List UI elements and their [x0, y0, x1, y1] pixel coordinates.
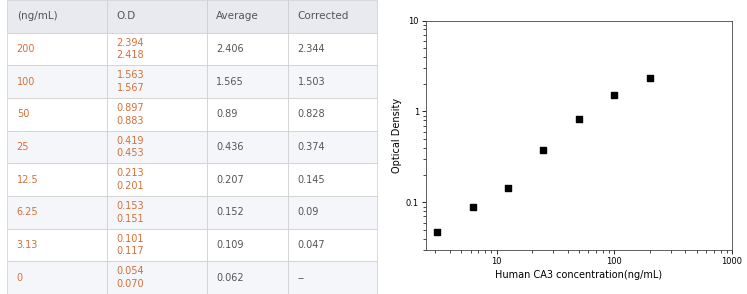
Bar: [288, 65, 377, 98]
Bar: [7, 65, 108, 98]
Bar: [7, 261, 108, 294]
X-axis label: Human CA3 concentration(ng/mL): Human CA3 concentration(ng/mL): [495, 270, 663, 280]
Bar: [7, 0, 108, 33]
Text: 1.565: 1.565: [217, 77, 244, 87]
Bar: [207, 261, 288, 294]
Text: 1.563
1.567: 1.563 1.567: [117, 71, 144, 93]
Text: 2.394
2.418: 2.394 2.418: [117, 38, 144, 60]
Point: [431, 230, 443, 235]
Text: 0.213
0.201: 0.213 0.201: [117, 168, 144, 191]
Bar: [207, 229, 288, 261]
Bar: [288, 261, 377, 294]
Text: 0.054
0.070: 0.054 0.070: [117, 266, 144, 289]
Bar: [207, 0, 288, 33]
Text: 0.09: 0.09: [298, 207, 319, 217]
Text: 0.89: 0.89: [217, 109, 238, 119]
Text: 0.047: 0.047: [298, 240, 326, 250]
Bar: [7, 131, 108, 163]
Bar: [108, 98, 207, 131]
Text: --: --: [298, 273, 305, 283]
Bar: [288, 98, 377, 131]
Text: 0.153
0.151: 0.153 0.151: [117, 201, 144, 223]
Bar: [108, 0, 207, 33]
Bar: [288, 196, 377, 229]
Text: 0.897
0.883: 0.897 0.883: [117, 103, 144, 126]
Bar: [108, 261, 207, 294]
Bar: [207, 33, 288, 65]
Text: 25: 25: [16, 142, 29, 152]
Point: [608, 93, 620, 98]
Text: 6.25: 6.25: [16, 207, 38, 217]
Bar: [108, 65, 207, 98]
Text: Average: Average: [217, 11, 259, 21]
Bar: [288, 163, 377, 196]
Bar: [207, 131, 288, 163]
Text: 0.101
0.117: 0.101 0.117: [117, 234, 144, 256]
Bar: [207, 163, 288, 196]
Bar: [108, 131, 207, 163]
Text: 0.062: 0.062: [217, 273, 244, 283]
Bar: [7, 229, 108, 261]
Text: (ng/mL): (ng/mL): [16, 11, 58, 21]
Point: [644, 76, 656, 80]
Text: 0.828: 0.828: [298, 109, 326, 119]
Text: 0.419
0.453: 0.419 0.453: [117, 136, 144, 158]
Bar: [207, 98, 288, 131]
Bar: [7, 33, 108, 65]
Text: O.D: O.D: [117, 11, 136, 21]
Text: 0.374: 0.374: [298, 142, 326, 152]
Bar: [288, 131, 377, 163]
Text: 0: 0: [16, 273, 23, 283]
Bar: [108, 33, 207, 65]
Bar: [288, 33, 377, 65]
Text: 2.344: 2.344: [298, 44, 326, 54]
Bar: [108, 196, 207, 229]
Text: 0.109: 0.109: [217, 240, 244, 250]
Text: 2.406: 2.406: [217, 44, 244, 54]
Y-axis label: Optical Density: Optical Density: [391, 98, 402, 173]
Bar: [7, 98, 108, 131]
Bar: [288, 229, 377, 261]
Text: 3.13: 3.13: [16, 240, 38, 250]
Point: [538, 148, 550, 153]
Bar: [207, 65, 288, 98]
Bar: [288, 0, 377, 33]
Text: 50: 50: [16, 109, 29, 119]
Text: 0.207: 0.207: [217, 175, 244, 185]
Point: [573, 117, 585, 121]
Text: 12.5: 12.5: [16, 175, 38, 185]
Point: [502, 185, 514, 190]
Bar: [108, 163, 207, 196]
Bar: [7, 163, 108, 196]
Bar: [7, 196, 108, 229]
Text: 0.152: 0.152: [217, 207, 244, 217]
Text: 0.145: 0.145: [298, 175, 326, 185]
Point: [467, 204, 479, 209]
Bar: [207, 196, 288, 229]
Text: Corrected: Corrected: [298, 11, 349, 21]
Text: 100: 100: [16, 77, 35, 87]
Text: 200: 200: [16, 44, 35, 54]
Bar: [108, 229, 207, 261]
Text: 0.436: 0.436: [217, 142, 244, 152]
Text: 1.503: 1.503: [298, 77, 326, 87]
